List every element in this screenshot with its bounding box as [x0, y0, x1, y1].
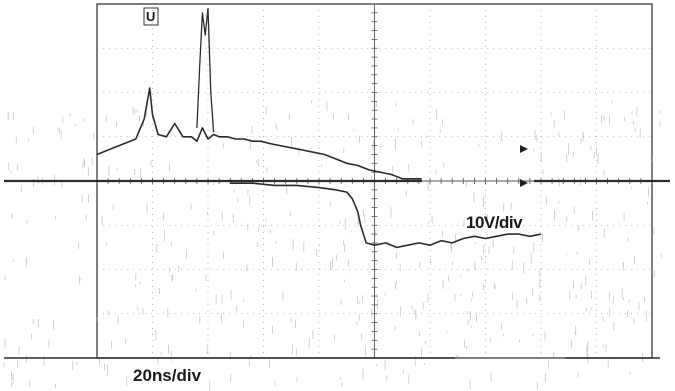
trigger-arrow-icon — [520, 145, 528, 153]
ground-arrow-icon — [520, 179, 528, 187]
trace-upper — [96, 87, 422, 180]
graticule-grid — [3, 3, 662, 391]
scan-noise — [3, 100, 662, 391]
trace-spike — [196, 7, 215, 133]
time-scale-label: 20ns/div — [133, 366, 202, 385]
cursor-marks — [4, 7, 670, 359]
voltage-scale-label: 10V/div — [466, 213, 523, 232]
channel-marker-label: U — [146, 9, 156, 24]
channel-marker-box — [143, 7, 159, 26]
waveform-traces — [96, 7, 542, 249]
trace-lower — [230, 182, 542, 249]
